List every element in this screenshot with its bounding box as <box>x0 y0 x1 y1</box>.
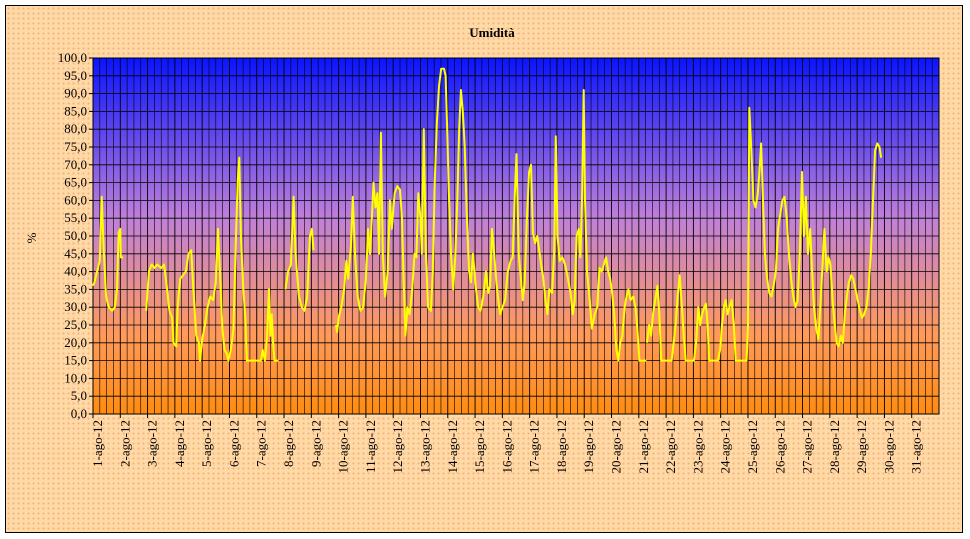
series-line-segment <box>646 106 883 362</box>
grid-lines <box>92 57 940 415</box>
x-tick-label: 24-ago-12 <box>718 420 733 473</box>
x-tick-label: 26-ago-12 <box>772 420 787 473</box>
x-tick-label: 25-ago-12 <box>745 420 760 473</box>
y-tick-label: 65,0 <box>64 175 87 190</box>
y-tick-label: 55,0 <box>64 210 87 225</box>
series-line-segment <box>284 195 315 312</box>
y-tick-label: 90,0 <box>64 86 87 101</box>
y-tick-label: 40,0 <box>64 264 87 279</box>
series-line-segment <box>145 156 279 362</box>
x-tick-label: 23-ago-12 <box>690 420 705 473</box>
chart-frame: Umidità % 0,0 5,0 10,0 15,0 20,0 25,0 30,0 35,0… <box>5 5 963 533</box>
x-tick-label: 9-ago-12 <box>308 420 323 467</box>
x-tick-label: 2-ago-12 <box>117 420 132 467</box>
y-tick-label: 25,0 <box>64 317 87 332</box>
y-tick-label: 50,0 <box>64 228 87 243</box>
x-tick-label: 30-ago-12 <box>881 420 896 473</box>
x-tick-label: 12-ago-12 <box>390 420 405 473</box>
series-humidity <box>92 67 883 362</box>
series-line-segment <box>92 195 123 312</box>
y-tick-label: 20,0 <box>64 335 87 350</box>
y-tick-label: 35,0 <box>64 281 87 296</box>
series-line-segment <box>334 67 647 362</box>
x-tick-label: 3-ago-12 <box>145 420 160 467</box>
y-tick-label: 100,0 <box>58 50 87 65</box>
humidity-chart: Umidità % 0,0 5,0 10,0 15,0 20,0 25,0 30,0 35,0… <box>24 25 940 473</box>
x-tick-label: 16-ago-12 <box>499 420 514 473</box>
x-tick-label: 15-ago-12 <box>472 420 487 473</box>
x-tick-label: 27-ago-12 <box>800 420 815 473</box>
y-tick-label: 75,0 <box>64 139 87 154</box>
y-tick-label: 0,0 <box>71 406 87 421</box>
x-tick-label: 4-ago-12 <box>172 420 187 467</box>
y-tick-label: 10,0 <box>64 370 87 385</box>
x-tick-label: 20-ago-12 <box>609 420 624 473</box>
x-tick-label: 17-ago-12 <box>527 420 542 473</box>
y-tick-label: 60,0 <box>64 192 87 207</box>
x-tick-label: 28-ago-12 <box>827 420 842 473</box>
x-tick-label: 31-ago-12 <box>909 420 924 473</box>
x-tick-label: 7-ago-12 <box>254 420 269 467</box>
x-tick-label: 21-ago-12 <box>636 420 651 473</box>
x-tick-label: 1-ago-12 <box>90 420 105 467</box>
y-tick-label: 95,0 <box>64 68 87 83</box>
x-tick-label: 6-ago-12 <box>226 420 241 467</box>
x-tick-label: 13-ago-12 <box>417 420 432 473</box>
y-axis-ticks: 0,0 5,0 10,0 15,0 20,0 25,0 30,0 35,0 40,0 45,0 50… <box>58 50 93 421</box>
x-axis-ticks: 1-ago-12 2-ago-12 3-ago-12 4-ago-12 5-ago-12… <box>90 414 924 473</box>
y-tick-label: 85,0 <box>64 103 87 118</box>
x-tick-label: 22-ago-12 <box>663 420 678 473</box>
y-axis-label: % <box>24 232 39 243</box>
x-tick-label: 8-ago-12 <box>281 420 296 467</box>
x-tick-label: 14-ago-12 <box>445 420 460 473</box>
x-tick-label: 11-ago-12 <box>363 420 378 473</box>
x-tick-label: 18-ago-12 <box>554 420 569 473</box>
y-tick-label: 70,0 <box>64 157 87 172</box>
y-tick-label: 80,0 <box>64 121 87 136</box>
x-tick-label: 29-ago-12 <box>854 420 869 473</box>
x-tick-label: 10-ago-12 <box>336 420 351 473</box>
y-tick-label: 15,0 <box>64 353 87 368</box>
x-tick-label: 5-ago-12 <box>199 420 214 467</box>
y-tick-label: 30,0 <box>64 299 87 314</box>
x-tick-label: 19-ago-12 <box>581 420 596 473</box>
chart-title: Umidità <box>469 25 515 40</box>
y-tick-label: 5,0 <box>71 388 87 403</box>
y-tick-label: 45,0 <box>64 246 87 261</box>
